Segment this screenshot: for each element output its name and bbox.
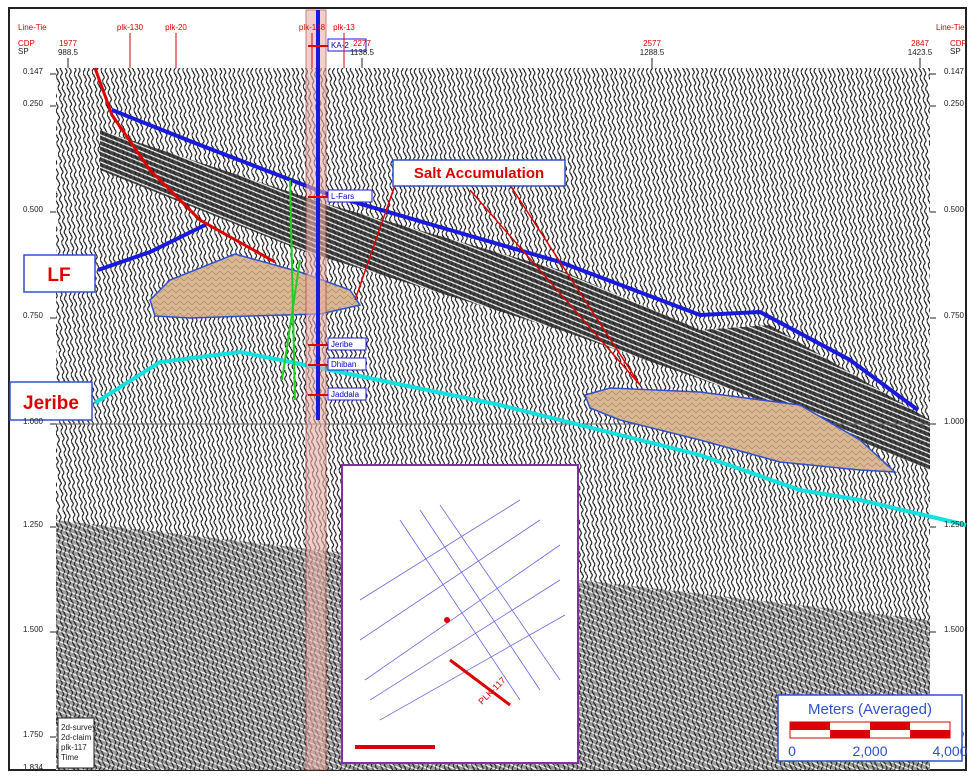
time-label: 1.250: [23, 520, 44, 529]
jeribe-horizon: [93, 349, 967, 527]
annotation: Salt Accumulation: [414, 165, 544, 182]
header-label: CDP: [950, 39, 967, 48]
scale-bar-title: Meters (Averaged): [808, 701, 932, 718]
scale-label: 0: [788, 743, 796, 759]
annotation-box: [23, 254, 96, 293]
time-label: 1.834: [23, 763, 44, 772]
cdp-label: 1977: [59, 39, 77, 48]
sp-label: 988.5: [58, 48, 79, 57]
scale-bar: [910, 730, 950, 738]
time-label: 0.147: [944, 67, 965, 76]
time-label: 0.500: [944, 205, 965, 214]
well-top: KA-2: [331, 41, 349, 50]
legend-box: [57, 717, 95, 769]
annotation-box: [392, 159, 566, 187]
pointer: [354, 184, 641, 386]
time-label: 0.750: [944, 311, 965, 320]
time-label: 0.147: [23, 67, 44, 76]
well-top: Jeribe: [331, 340, 353, 349]
line-tie: plk-20: [165, 23, 187, 32]
time-label: 1.500: [944, 625, 965, 634]
time-label: 1.000: [23, 417, 44, 426]
time-label: 0.500: [23, 205, 44, 214]
scale-bar: [830, 730, 870, 738]
legend-text: plk-117: [61, 743, 87, 752]
cdp-label: 2577: [643, 39, 661, 48]
line-tie: plk-13: [333, 23, 355, 32]
scale-label: 2,000: [852, 743, 887, 759]
line-tie: plk-130: [117, 23, 144, 32]
scale-bar: [790, 722, 830, 730]
cdp-label: 2847: [911, 39, 929, 48]
header-label: SP: [18, 47, 29, 56]
inset-lines: [359, 499, 566, 721]
header-label: CDP: [18, 39, 35, 48]
sp-label: 1423.5: [908, 48, 933, 57]
header-label: Line-Tie: [936, 23, 965, 32]
legend-text: 2d-claim: [61, 733, 92, 742]
well-marker: [444, 617, 450, 623]
inset-line: [449, 658, 511, 707]
time-label: 1.000: [944, 417, 965, 426]
line-tie: plk-148: [299, 23, 326, 32]
cdp-label: 2277: [353, 39, 371, 48]
annotation: Jeribe: [23, 393, 79, 414]
legend-text: 2d-survey: [61, 723, 96, 732]
scale-label: 4,000: [932, 743, 967, 759]
time-label: 1.500: [23, 625, 44, 634]
legend-text: Time: [61, 753, 79, 762]
lf-horizon: [97, 223, 206, 272]
time-label: 0.250: [23, 99, 44, 108]
annotation-box: [9, 381, 93, 421]
annotation: LF: [47, 265, 70, 286]
time-label: 1.250: [944, 520, 965, 529]
well-top: L-Fars: [331, 192, 354, 201]
log-curve: [281, 179, 301, 401]
red-horizon: [93, 67, 276, 264]
salt-body: [584, 387, 898, 473]
well-top: Dhiban: [331, 360, 356, 369]
time-label: 0.750: [23, 311, 44, 320]
inset-scale: [355, 745, 435, 749]
scale-bar: [870, 722, 910, 730]
header-label: SP: [950, 47, 961, 56]
sp-label: 1138.5: [350, 48, 374, 57]
well-top: Jaddala: [331, 390, 360, 399]
time-label: 0.250: [944, 99, 965, 108]
sp-label: 1288.5: [640, 48, 665, 57]
header-label: Line-Tie: [18, 23, 47, 32]
time-label: 1.750: [23, 730, 44, 739]
